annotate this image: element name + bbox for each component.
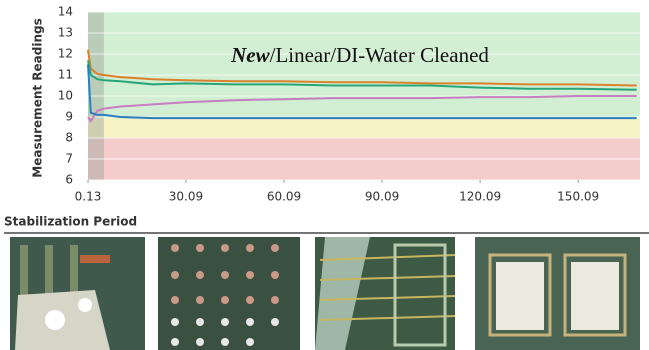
y-tick-label: 11 xyxy=(58,68,73,82)
x-tick-label: 0.13 xyxy=(75,190,102,204)
chart-title: New/Linear/DI-Water Cleaned xyxy=(230,43,489,67)
photo-2 xyxy=(158,237,300,350)
y-axis-label: Measurement Readings xyxy=(31,18,45,177)
band xyxy=(88,117,640,138)
caption: Stabilization Period xyxy=(4,215,137,229)
y-tick-label: 7 xyxy=(65,152,73,166)
y-tick-label: 6 xyxy=(65,173,73,187)
plot: 6 7 8 9 10 11 12 13 14 0.13 30.09 60.09 90.09 120.09 1… xyxy=(58,5,640,204)
title-rest: /Linear/DI-Water Cleaned xyxy=(270,43,490,67)
x-tick-label: 150.09 xyxy=(557,190,599,204)
figure: 6 7 8 9 10 11 12 13 14 0.13 30.09 60.09 90.09 120.09 1… xyxy=(0,0,649,350)
photo-1 xyxy=(10,237,145,350)
y-tick-label: 14 xyxy=(58,5,73,19)
x-tick-label: 60.09 xyxy=(267,190,301,204)
x-tick-label: 90.09 xyxy=(365,190,399,204)
y-tick-label: 9 xyxy=(65,110,73,124)
y-tick-label: 12 xyxy=(58,47,73,61)
x-tick-label: 120.09 xyxy=(459,190,501,204)
photo-4 xyxy=(475,237,640,350)
y-tick-label: 10 xyxy=(58,89,73,103)
title-emphasis: New xyxy=(230,43,270,67)
y-tick-label: 13 xyxy=(58,26,73,40)
photo-3 xyxy=(315,237,455,350)
x-tick-label: 30.09 xyxy=(169,190,203,204)
y-tick-label: 8 xyxy=(65,131,73,145)
